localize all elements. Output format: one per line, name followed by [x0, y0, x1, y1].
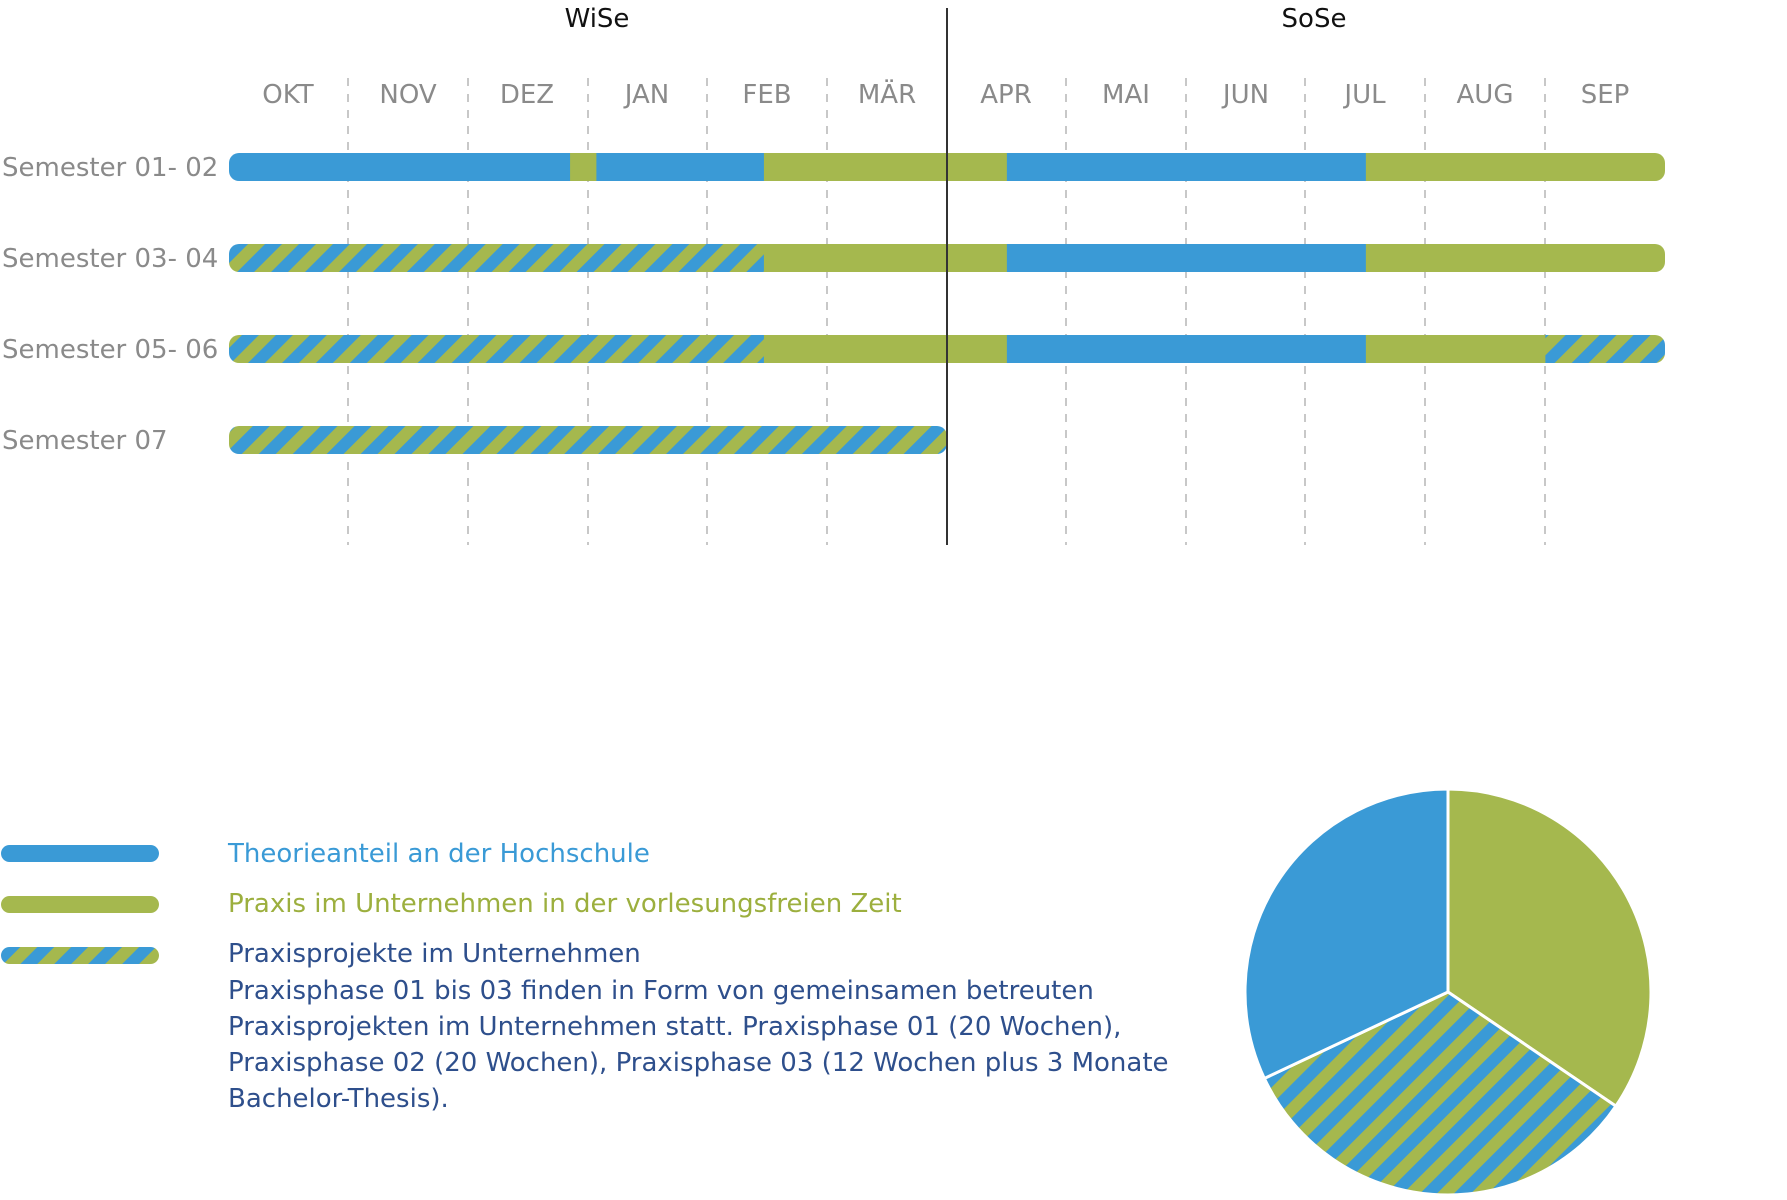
pie-slice-practice	[1446, 787, 1653, 1109]
schedule-row	[229, 244, 1665, 272]
month-label-jun: JUN	[1221, 80, 1269, 110]
month-label-mai: MAI	[1102, 80, 1150, 110]
legend-swatch-project	[1, 947, 159, 964]
month-gridlines	[347, 78, 1546, 545]
month-label-jan: JAN	[623, 80, 669, 110]
bar-segment-theory	[229, 153, 571, 181]
term-label-wise: WiSe	[565, 4, 630, 34]
month-label-okt: OKT	[262, 80, 313, 110]
month-label-mar: MÄR	[858, 78, 916, 110]
legend-swatch-theory	[1, 845, 159, 862]
bar-segment-project	[229, 244, 765, 272]
bar-segment-practice	[763, 244, 1008, 272]
bar-segment-project	[229, 426, 947, 454]
distribution-pie	[1243, 787, 1653, 1197]
bar-segment-project	[1545, 335, 1665, 363]
schedule-row	[229, 153, 1665, 181]
row-label-semester-07: Semester 07	[2, 426, 168, 456]
month-label-sep: SEP	[1581, 80, 1630, 110]
schedule-bars	[229, 153, 1665, 454]
month-label-feb: FEB	[742, 80, 791, 110]
term-label-sose: SoSe	[1282, 4, 1347, 34]
month-label-dez: DEZ	[500, 80, 554, 110]
bar-segment-practice	[1365, 244, 1665, 272]
month-label-nov: NOV	[379, 80, 436, 110]
bar-segment-practice	[1365, 335, 1547, 363]
schedule-row	[229, 335, 1665, 363]
bar-segment-theory	[1006, 335, 1367, 363]
row-label-semester-01-02: Semester 01- 02	[2, 153, 218, 183]
bar-segment-practice	[763, 335, 1008, 363]
month-label-jul: JUL	[1342, 80, 1386, 110]
month-axis: OKT NOV DEZ JAN FEB MÄR APR MAI JUN JUL …	[262, 78, 1629, 110]
pie-slice-theory	[1243, 787, 1450, 1081]
bar-segment-practice	[1365, 153, 1665, 181]
row-label-semester-03-04: Semester 03- 04	[2, 244, 218, 274]
pie-slice-project	[1262, 990, 1618, 1197]
month-label-apr: APR	[980, 80, 1032, 110]
bar-segment-project	[229, 335, 765, 363]
bar-segment-theory	[596, 153, 765, 181]
bar-segment-practice	[570, 153, 598, 181]
schedule-row	[229, 426, 947, 454]
month-label-aug: AUG	[1457, 80, 1514, 110]
row-label-semester-05-06: Semester 05- 06	[2, 335, 218, 365]
bar-segment-theory	[1006, 153, 1367, 181]
bar-segment-practice	[763, 153, 1008, 181]
legend-swatch-practice	[1, 896, 159, 913]
bar-segment-theory	[1006, 244, 1367, 272]
